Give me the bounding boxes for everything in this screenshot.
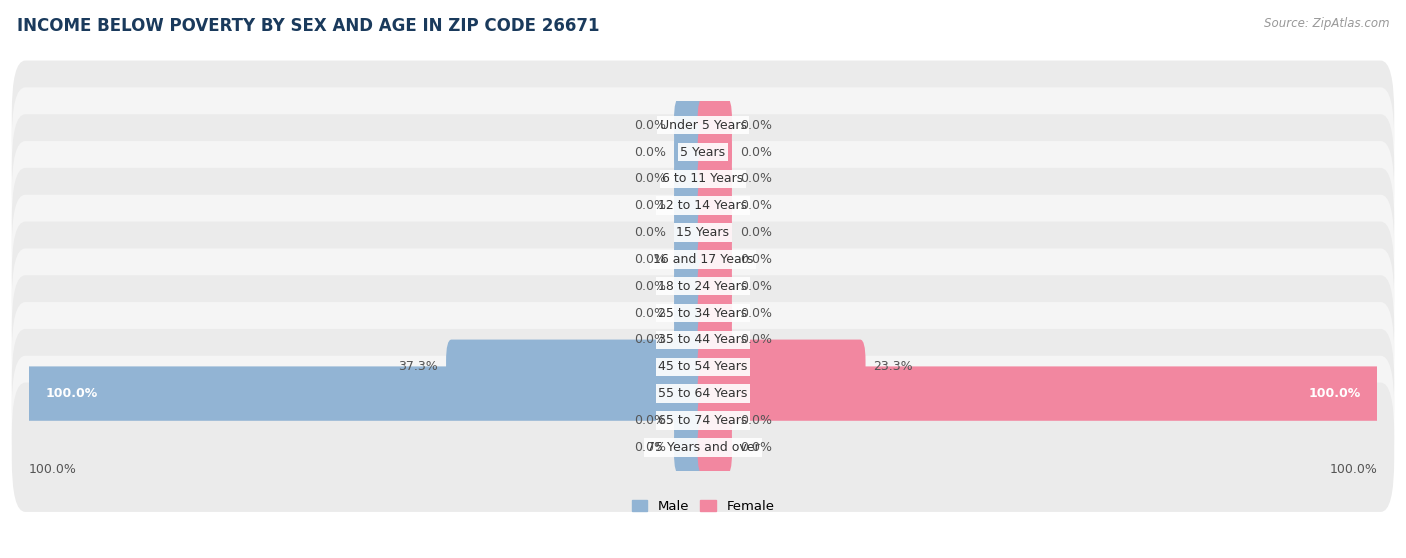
FancyBboxPatch shape	[11, 88, 1395, 217]
FancyBboxPatch shape	[697, 205, 733, 260]
Text: 0.0%: 0.0%	[740, 441, 772, 454]
FancyBboxPatch shape	[673, 205, 709, 260]
Text: 18 to 24 Years: 18 to 24 Years	[658, 280, 748, 293]
Text: 0.0%: 0.0%	[740, 226, 772, 239]
FancyBboxPatch shape	[11, 168, 1395, 297]
FancyBboxPatch shape	[673, 125, 709, 179]
Text: 0.0%: 0.0%	[634, 414, 666, 427]
FancyBboxPatch shape	[673, 232, 709, 287]
Text: INCOME BELOW POVERTY BY SEX AND AGE IN ZIP CODE 26671: INCOME BELOW POVERTY BY SEX AND AGE IN Z…	[17, 17, 599, 35]
FancyBboxPatch shape	[697, 286, 733, 340]
FancyBboxPatch shape	[673, 98, 709, 152]
Text: 12 to 14 Years: 12 to 14 Years	[658, 199, 748, 212]
FancyBboxPatch shape	[11, 383, 1395, 512]
FancyBboxPatch shape	[11, 61, 1395, 190]
Text: Source: ZipAtlas.com: Source: ZipAtlas.com	[1264, 17, 1389, 30]
Text: 15 Years: 15 Years	[676, 226, 730, 239]
Text: 55 to 64 Years: 55 to 64 Years	[658, 387, 748, 400]
Text: 0.0%: 0.0%	[740, 334, 772, 347]
Text: 100.0%: 100.0%	[1308, 387, 1361, 400]
FancyBboxPatch shape	[11, 141, 1395, 271]
FancyBboxPatch shape	[446, 340, 709, 394]
Text: 0.0%: 0.0%	[634, 172, 666, 185]
FancyBboxPatch shape	[697, 340, 866, 394]
FancyBboxPatch shape	[11, 195, 1395, 324]
Text: 16 and 17 Years: 16 and 17 Years	[652, 253, 754, 266]
FancyBboxPatch shape	[697, 312, 733, 367]
Text: 0.0%: 0.0%	[634, 280, 666, 293]
Text: 35 to 44 Years: 35 to 44 Years	[658, 334, 748, 347]
FancyBboxPatch shape	[11, 356, 1395, 485]
Text: 0.0%: 0.0%	[740, 199, 772, 212]
FancyBboxPatch shape	[697, 98, 733, 152]
FancyBboxPatch shape	[673, 259, 709, 314]
FancyBboxPatch shape	[697, 367, 1382, 421]
Text: 100.0%: 100.0%	[45, 387, 98, 400]
Text: 0.0%: 0.0%	[740, 172, 772, 185]
FancyBboxPatch shape	[697, 179, 733, 233]
Text: 0.0%: 0.0%	[740, 414, 772, 427]
Text: Under 5 Years: Under 5 Years	[659, 119, 747, 132]
Text: 0.0%: 0.0%	[740, 119, 772, 132]
Text: 0.0%: 0.0%	[634, 334, 666, 347]
FancyBboxPatch shape	[11, 114, 1395, 244]
Text: 0.0%: 0.0%	[634, 441, 666, 454]
Text: 45 to 54 Years: 45 to 54 Years	[658, 360, 748, 373]
FancyBboxPatch shape	[697, 259, 733, 314]
FancyBboxPatch shape	[11, 248, 1395, 378]
Text: 0.0%: 0.0%	[634, 119, 666, 132]
FancyBboxPatch shape	[673, 312, 709, 367]
Text: 37.3%: 37.3%	[398, 360, 437, 373]
FancyBboxPatch shape	[697, 420, 733, 474]
FancyBboxPatch shape	[673, 393, 709, 448]
Text: 0.0%: 0.0%	[740, 280, 772, 293]
Legend: Male, Female: Male, Female	[631, 500, 775, 513]
Text: 0.0%: 0.0%	[634, 199, 666, 212]
Text: 25 to 34 Years: 25 to 34 Years	[658, 306, 748, 320]
Text: 0.0%: 0.0%	[634, 306, 666, 320]
FancyBboxPatch shape	[24, 367, 709, 421]
Text: 0.0%: 0.0%	[634, 226, 666, 239]
Text: 0.0%: 0.0%	[634, 146, 666, 158]
Text: 0.0%: 0.0%	[740, 306, 772, 320]
Text: 65 to 74 Years: 65 to 74 Years	[658, 414, 748, 427]
Text: 0.0%: 0.0%	[740, 146, 772, 158]
FancyBboxPatch shape	[697, 125, 733, 179]
FancyBboxPatch shape	[673, 179, 709, 233]
Text: 100.0%: 100.0%	[1330, 463, 1378, 476]
FancyBboxPatch shape	[673, 286, 709, 340]
Text: 100.0%: 100.0%	[28, 463, 76, 476]
FancyBboxPatch shape	[11, 329, 1395, 458]
FancyBboxPatch shape	[11, 302, 1395, 431]
FancyBboxPatch shape	[673, 420, 709, 474]
Text: 5 Years: 5 Years	[681, 146, 725, 158]
FancyBboxPatch shape	[697, 232, 733, 287]
FancyBboxPatch shape	[11, 275, 1395, 405]
Text: 6 to 11 Years: 6 to 11 Years	[662, 172, 744, 185]
FancyBboxPatch shape	[697, 393, 733, 448]
Text: 0.0%: 0.0%	[740, 253, 772, 266]
Text: 75 Years and over: 75 Years and over	[647, 441, 759, 454]
FancyBboxPatch shape	[697, 152, 733, 206]
FancyBboxPatch shape	[673, 152, 709, 206]
Text: 0.0%: 0.0%	[634, 253, 666, 266]
Text: 23.3%: 23.3%	[873, 360, 914, 373]
FancyBboxPatch shape	[11, 222, 1395, 351]
